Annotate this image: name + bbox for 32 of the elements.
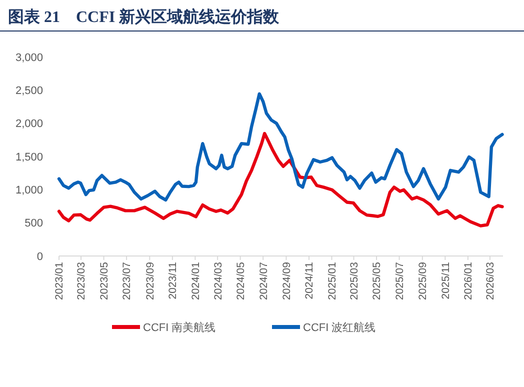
x-tick-label: 2025/11	[440, 262, 452, 300]
y-tick-label: 1,500	[15, 151, 43, 164]
y-tick-label: 0	[36, 250, 43, 263]
legend-label: CCFI 南美航线	[143, 320, 216, 334]
chart-title: 图表 21 CCFI 新兴区域航线运价指数	[8, 8, 280, 26]
legend-label: CCFI 波红航线	[303, 320, 376, 334]
x-tick-label: 2026/03	[484, 262, 497, 300]
y-tick-label: 2,000	[15, 118, 43, 130]
x-tick-label: 2023/01	[54, 262, 66, 300]
y-tick-label: 2,500	[15, 85, 43, 98]
x-tick-label: 2023/05	[98, 262, 110, 300]
x-tick-label: 2024/11	[304, 262, 316, 300]
x-tick-label: 2025/01	[326, 262, 338, 300]
x-tick-label: 2024/05	[235, 262, 248, 300]
x-tick-label: 2024/03	[212, 262, 224, 300]
x-tick-label: 2024/07	[258, 262, 270, 300]
x-tick-label: 2025/03	[348, 262, 360, 300]
x-tick-label: 2024/01	[190, 262, 202, 300]
x-tick-label: 2023/03	[76, 262, 88, 300]
x-tick-label: 2023/07	[121, 262, 134, 300]
x-tick-label: 2026/01	[462, 262, 475, 300]
x-tick-label: 2025/09	[417, 262, 430, 300]
x-tick-label: 2023/09	[144, 262, 156, 300]
line-series	[57, 132, 504, 228]
y-tick-label: 1,000	[15, 184, 43, 197]
y-tick-label: 3,000	[15, 52, 43, 64]
x-tick-label: 2025/05	[371, 262, 384, 300]
y-tick-label: 500	[24, 218, 43, 230]
x-tick-label: 2023/11	[167, 262, 180, 300]
line-series	[57, 92, 504, 202]
x-tick-label: 2025/07	[394, 262, 406, 300]
x-tick-label: 2024/09	[280, 262, 293, 300]
